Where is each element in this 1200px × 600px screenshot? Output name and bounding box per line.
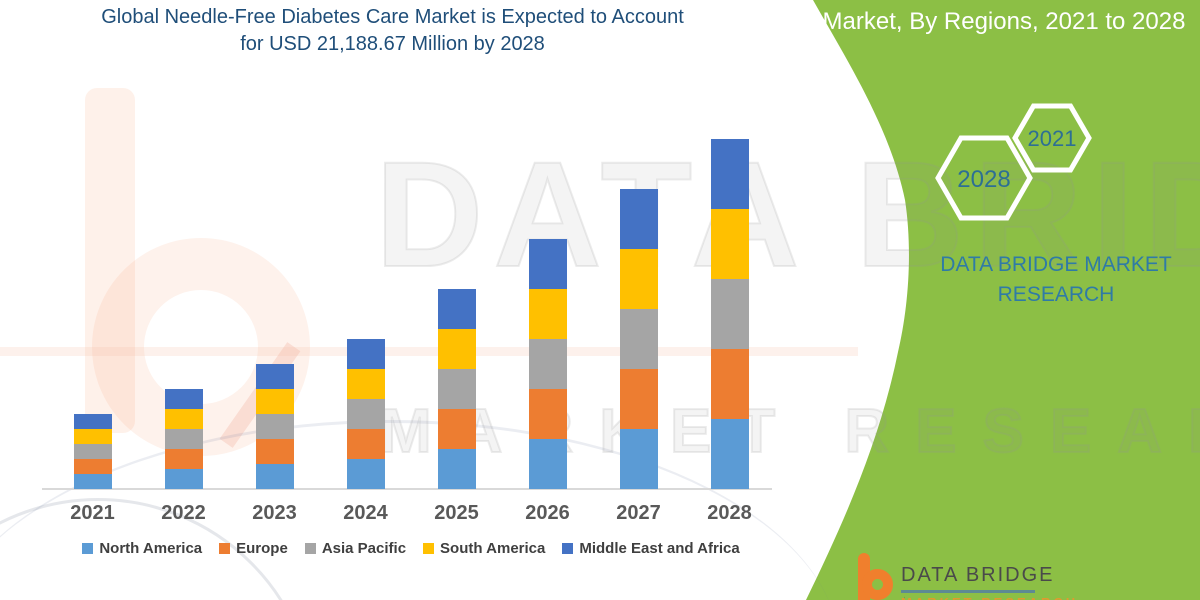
bar-segment-2024-south-america: [346, 368, 385, 399]
chart-legend: North America Europe Asia Pacific South Ame…: [30, 540, 792, 557]
bar-segment-2027-north-america: [619, 429, 658, 489]
legend-swatch-icon: [562, 543, 574, 554]
bar-segment-2022-south-america: [164, 408, 203, 429]
x-axis-label-2027: 2027: [616, 502, 661, 524]
bar-segment-2022-asia-pacific: [164, 428, 203, 449]
bar-segment-2027-asia-pacific: [619, 309, 658, 369]
bar-segment-2021-middle-east-and-africa: [73, 413, 112, 429]
bar-segment-2025-asia-pacific: [437, 368, 476, 409]
bar-segment-2027-middle-east-and-africa: [619, 189, 658, 249]
bar-segment-2027-europe: [619, 369, 658, 429]
bar-segment-2022-north-america: [164, 468, 203, 489]
chart-title-line1: Global Needle-Free Diabetes Care Market …: [101, 6, 684, 28]
footer-logo: DATA BRIDGE MARKET RESEARCH: [836, 550, 1173, 600]
bar-segment-2023-middle-east-and-africa: [255, 363, 294, 389]
bar-segment-2028-asia-pacific: [710, 279, 749, 349]
side-brand-line2: RESEARCH: [997, 283, 1115, 306]
legend-label: Asia Pacific: [321, 540, 407, 557]
bar-segment-2026-north-america: [528, 439, 567, 489]
bar-segment-2021-europe: [73, 458, 112, 474]
bar-segment-2024-middle-east-and-africa: [346, 338, 385, 369]
banner-heading: Market, By Regions, 2021 to 2028: [822, 8, 1186, 35]
side-brand-line1: DATA BRIDGE MARKET: [940, 253, 1172, 276]
x-axis-label-2023: 2023: [252, 502, 297, 524]
bar-segment-2028-europe: [710, 349, 749, 419]
bar-segment-2026-south-america: [528, 289, 567, 339]
hexagons-graphic: 2028 2021: [935, 103, 1092, 221]
bar-segment-2023-asia-pacific: [255, 413, 294, 439]
bar-segment-2023-south-america: [255, 388, 294, 414]
bar-segment-2026-middle-east-and-africa: [528, 239, 567, 289]
bar-segment-2027-south-america: [619, 249, 658, 309]
bar-segment-2021-asia-pacific: [73, 443, 112, 459]
x-axis-label-2026: 2026: [525, 502, 570, 524]
x-axis-label-2021: 2021: [70, 502, 115, 524]
x-axis-label-2022: 2022: [161, 502, 206, 524]
legend-label: Middle East and Africa: [579, 540, 740, 557]
footer-logo-rule: [901, 590, 1035, 593]
bar-segment-2021-north-america: [73, 473, 112, 489]
legend-swatch-icon: [423, 543, 435, 554]
bar-segment-2023-north-america: [255, 463, 294, 489]
bar-segment-2028-middle-east-and-africa: [710, 139, 749, 209]
bar-segment-2024-north-america: [346, 458, 385, 489]
x-axis-label-2028: 2028: [707, 502, 752, 524]
side-brand-text: DATA BRIDGE MARKET RESEARCH: [930, 250, 1182, 310]
bar-segment-2025-north-america: [437, 448, 476, 489]
legend-label: North America: [99, 540, 203, 557]
bar-segment-2022-europe: [164, 448, 203, 469]
bar-segment-2025-middle-east-and-africa: [437, 288, 476, 329]
bar-segment-2028-south-america: [710, 209, 749, 279]
legend-item-asia-pacific: Asia Pacific: [304, 540, 407, 557]
bar-segment-2021-south-america: [73, 428, 112, 444]
logo-b-bowl: [862, 569, 893, 600]
legend-swatch-icon: [304, 543, 316, 554]
x-axis-line: [42, 488, 772, 490]
legend-item-europe: Europe: [219, 540, 288, 557]
legend-swatch-icon: [82, 543, 94, 554]
bar-segment-2025-europe: [437, 408, 476, 449]
bar-segment-2022-middle-east-and-africa: [164, 388, 203, 409]
legend-item-south-america: South America: [423, 540, 545, 557]
footer-logo-subtitle: MARKET RESEARCH: [901, 595, 1078, 600]
x-axis-label-2025: 2025: [434, 502, 479, 524]
green-band-path: [806, 0, 1200, 600]
bar-segment-2026-europe: [528, 389, 567, 439]
hexagon-2021-label: 2021: [1028, 126, 1077, 151]
x-axis-label-2024: 2024: [343, 502, 388, 524]
chart-title-line2: for USD 21,188.67 Million by 2028: [240, 33, 545, 55]
bar-segment-2024-asia-pacific: [346, 398, 385, 429]
legend-label: Europe: [236, 540, 288, 557]
legend-item-north-america: North America: [82, 540, 202, 557]
hexagon-2021-icon: [1012, 103, 1092, 173]
bar-segment-2023-europe: [255, 438, 294, 464]
bar-segment-2026-asia-pacific: [528, 339, 567, 389]
chart-title: Global Needle-Free Diabetes Care Market …: [0, 4, 785, 58]
bar-segment-2028-north-america: [710, 419, 749, 489]
hexagon-2028-label: 2028: [957, 166, 1010, 193]
footer-logo-name: DATA BRIDGE: [901, 564, 1055, 586]
bar-segment-2024-europe: [346, 428, 385, 459]
legend-item-middle-east-and-africa: Middle East and Africa: [562, 540, 740, 557]
legend-label: South America: [440, 540, 546, 557]
legend-swatch-icon: [219, 543, 231, 554]
bar-segment-2025-south-america: [437, 328, 476, 369]
hexagon-2028-icon: [935, 135, 1033, 221]
